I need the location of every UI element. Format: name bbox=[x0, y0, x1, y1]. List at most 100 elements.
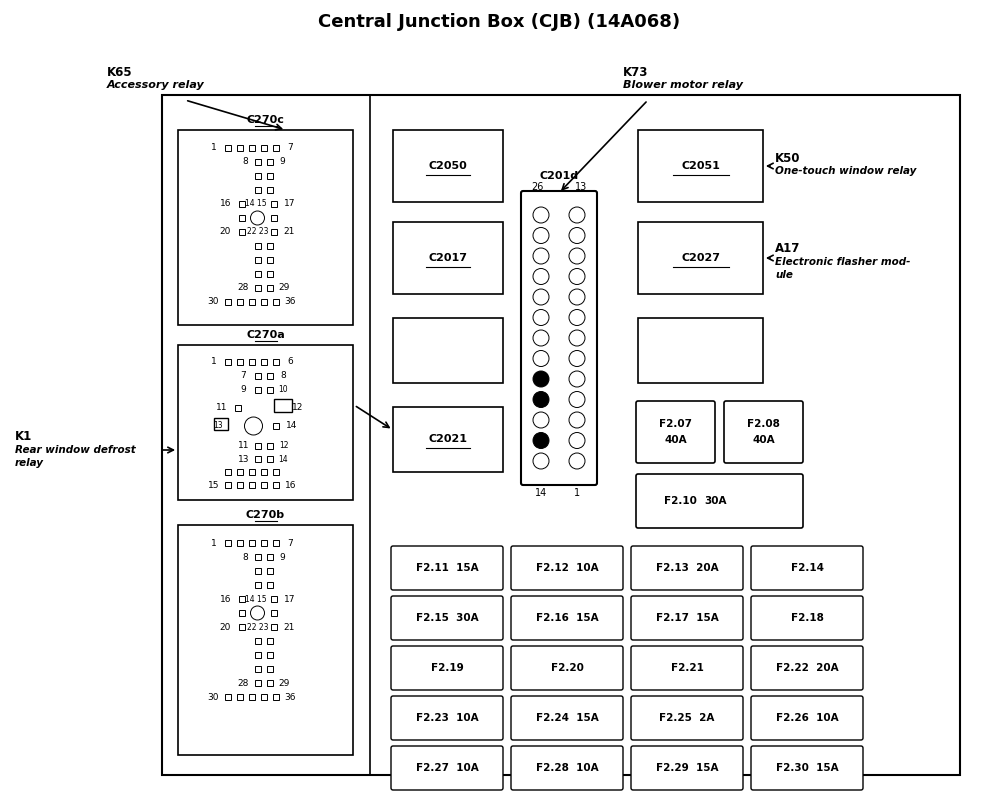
Bar bbox=[225, 299, 231, 305]
Bar bbox=[225, 694, 231, 700]
FancyBboxPatch shape bbox=[724, 401, 803, 463]
Bar bbox=[267, 652, 273, 658]
Bar bbox=[267, 387, 273, 393]
FancyBboxPatch shape bbox=[521, 191, 597, 485]
FancyBboxPatch shape bbox=[631, 596, 743, 640]
Bar bbox=[249, 540, 255, 546]
Text: F2.25  2A: F2.25 2A bbox=[659, 713, 714, 723]
Text: 17: 17 bbox=[284, 595, 296, 604]
FancyBboxPatch shape bbox=[511, 546, 623, 590]
Text: 40A: 40A bbox=[664, 435, 687, 445]
Text: 8: 8 bbox=[243, 552, 249, 562]
Text: F2.21: F2.21 bbox=[670, 663, 703, 673]
Bar bbox=[255, 666, 261, 672]
Text: 21: 21 bbox=[284, 228, 295, 237]
Bar bbox=[267, 243, 273, 249]
Text: F2.11  15A: F2.11 15A bbox=[416, 563, 479, 573]
Bar bbox=[255, 243, 261, 249]
Bar bbox=[273, 145, 279, 151]
FancyBboxPatch shape bbox=[391, 746, 503, 790]
Bar bbox=[249, 482, 255, 488]
Circle shape bbox=[569, 289, 585, 305]
Text: F2.24  15A: F2.24 15A bbox=[535, 713, 598, 723]
Circle shape bbox=[533, 371, 549, 387]
Text: F2.08: F2.08 bbox=[747, 419, 780, 429]
FancyBboxPatch shape bbox=[636, 474, 803, 528]
FancyBboxPatch shape bbox=[391, 546, 503, 590]
Circle shape bbox=[569, 392, 585, 407]
Text: C2017: C2017 bbox=[429, 253, 468, 263]
Bar bbox=[255, 173, 261, 179]
Bar bbox=[274, 399, 292, 412]
Circle shape bbox=[569, 433, 585, 448]
Bar bbox=[214, 418, 228, 430]
Text: C2050: C2050 bbox=[429, 161, 468, 171]
Text: F2.16  15A: F2.16 15A bbox=[535, 613, 598, 623]
Circle shape bbox=[569, 330, 585, 346]
Bar bbox=[255, 680, 261, 686]
Bar bbox=[267, 638, 273, 644]
Text: 9: 9 bbox=[241, 385, 247, 395]
Text: K1: K1 bbox=[15, 430, 32, 444]
Text: 30: 30 bbox=[208, 692, 219, 702]
FancyBboxPatch shape bbox=[511, 696, 623, 740]
Text: F2.29  15A: F2.29 15A bbox=[655, 763, 718, 773]
Bar bbox=[267, 271, 273, 277]
Bar bbox=[271, 215, 277, 221]
Text: 22 23: 22 23 bbox=[247, 623, 269, 631]
Bar bbox=[255, 582, 261, 588]
Bar bbox=[255, 387, 261, 393]
Text: 36: 36 bbox=[285, 297, 297, 306]
Circle shape bbox=[533, 392, 549, 407]
Text: One-touch window relay: One-touch window relay bbox=[775, 166, 916, 176]
FancyBboxPatch shape bbox=[751, 696, 863, 740]
Bar bbox=[255, 568, 261, 574]
Text: 16: 16 bbox=[220, 199, 231, 209]
Text: A17: A17 bbox=[775, 241, 800, 255]
Bar bbox=[249, 145, 255, 151]
FancyBboxPatch shape bbox=[391, 596, 503, 640]
Text: C2027: C2027 bbox=[681, 253, 720, 263]
Text: C201d: C201d bbox=[539, 171, 578, 181]
Bar bbox=[239, 610, 245, 616]
Circle shape bbox=[533, 248, 549, 264]
Bar bbox=[255, 554, 261, 560]
Bar bbox=[261, 359, 267, 365]
FancyBboxPatch shape bbox=[751, 596, 863, 640]
FancyBboxPatch shape bbox=[638, 130, 763, 202]
FancyBboxPatch shape bbox=[511, 646, 623, 690]
Text: Central Junction Box (CJB) (14A068): Central Junction Box (CJB) (14A068) bbox=[318, 13, 680, 31]
Bar bbox=[235, 405, 241, 411]
Text: F2.28  10A: F2.28 10A bbox=[535, 763, 598, 773]
Bar bbox=[267, 582, 273, 588]
Bar bbox=[237, 359, 243, 365]
Text: F2.20: F2.20 bbox=[550, 663, 583, 673]
Circle shape bbox=[533, 309, 549, 326]
Bar bbox=[267, 680, 273, 686]
Text: 13: 13 bbox=[238, 455, 249, 464]
Circle shape bbox=[569, 268, 585, 285]
Circle shape bbox=[569, 412, 585, 428]
Circle shape bbox=[251, 211, 265, 225]
Text: 1: 1 bbox=[211, 358, 217, 366]
Text: Rear window defrost: Rear window defrost bbox=[15, 445, 136, 455]
Text: F2.23  10A: F2.23 10A bbox=[416, 713, 479, 723]
Text: 1: 1 bbox=[211, 143, 217, 153]
Circle shape bbox=[533, 453, 549, 469]
Bar bbox=[267, 285, 273, 291]
Text: 29: 29 bbox=[279, 283, 290, 293]
Bar bbox=[273, 482, 279, 488]
FancyBboxPatch shape bbox=[511, 596, 623, 640]
Circle shape bbox=[533, 207, 549, 223]
Bar bbox=[267, 443, 273, 449]
Bar bbox=[261, 299, 267, 305]
Text: 9: 9 bbox=[280, 157, 286, 166]
Circle shape bbox=[569, 350, 585, 366]
FancyBboxPatch shape bbox=[636, 401, 715, 463]
Bar bbox=[267, 456, 273, 462]
Bar bbox=[225, 145, 231, 151]
Bar bbox=[255, 285, 261, 291]
Bar bbox=[255, 443, 261, 449]
Bar bbox=[267, 159, 273, 165]
Bar bbox=[249, 299, 255, 305]
